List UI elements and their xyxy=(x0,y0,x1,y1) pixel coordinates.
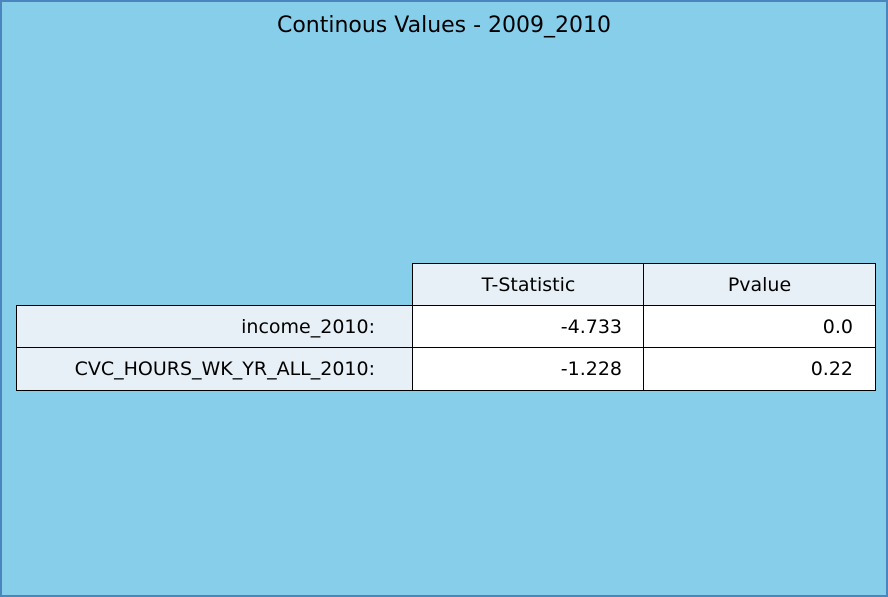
column-header-pvalue: Pvalue xyxy=(643,263,876,307)
row-label-cvc-hours: CVC_HOURS_WK_YR_ALL_2010: xyxy=(16,347,414,391)
cell-cvc-hours-t-statistic: -1.228 xyxy=(412,347,645,391)
row-label-income: income_2010: xyxy=(16,305,414,349)
column-header-t-statistic: T-Statistic xyxy=(412,263,645,307)
cell-income-t-statistic: -4.733 xyxy=(412,305,645,349)
chart-title: Continous Values - 2009_2010 xyxy=(276,13,612,38)
cell-cvc-hours-pvalue: 0.22 xyxy=(643,347,876,391)
cell-income-pvalue: 0.0 xyxy=(643,305,876,349)
